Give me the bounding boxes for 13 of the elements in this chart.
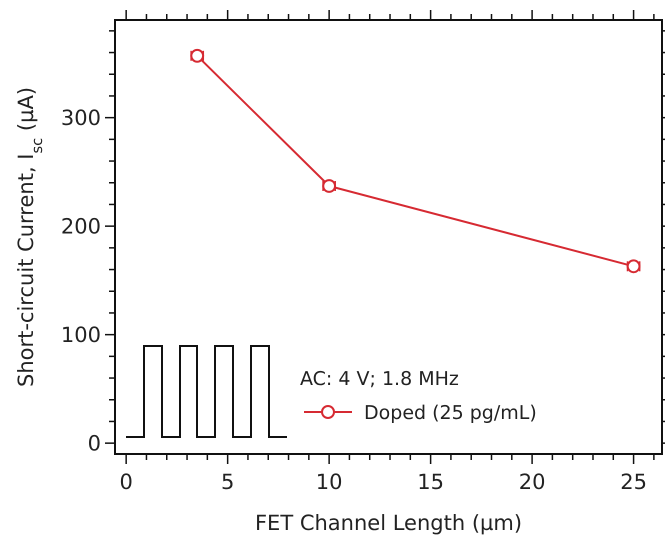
y-tick-label: 200 [60, 214, 101, 238]
y-tick-label: 300 [60, 106, 101, 130]
x-tick-label: 15 [417, 470, 444, 494]
y-tick-label: 0 [88, 432, 101, 456]
x-tick-label: 20 [518, 470, 546, 494]
legend-title: AC: 4 V; 1.8 MHz [300, 368, 459, 390]
x-tick-label: 0 [119, 470, 133, 494]
y-tick-label: 100 [60, 323, 101, 347]
x-axis-title: FET Channel Length (μm) [254, 511, 522, 535]
x-tick-label: 25 [620, 470, 647, 494]
x-tick-label: 5 [220, 470, 234, 494]
x-tick-label: 10 [316, 470, 342, 494]
legend-label: Doped (25 pg/mL) [364, 402, 537, 424]
